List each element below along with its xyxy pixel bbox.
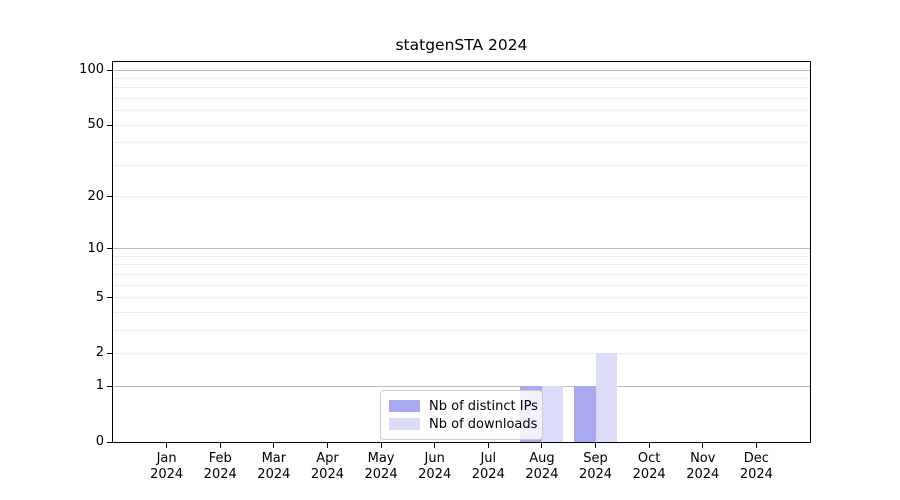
y-tick-label: 10 [87,240,104,256]
minor-gridline [113,255,810,257]
legend-item: Nb of distinct IPs [389,397,538,415]
x-tick-label: Dec 2024 [724,451,788,483]
y-tick-label: 50 [87,117,104,133]
minor-gridline [113,329,810,331]
x-tick-month: Jan [156,451,177,466]
x-tick-label: Jan 2024 [135,451,199,483]
y-tick [107,196,112,198]
x-tick-year: 2024 [632,467,666,482]
y-tick [107,69,112,71]
x-tick-label: Jun 2024 [403,451,467,483]
x-tick-month: Mar [261,451,287,466]
minor-gridline [113,164,810,166]
y-tick-label: 100 [79,62,104,78]
legend-item: Nb of downloads [389,415,538,433]
y-tick [107,248,112,250]
x-tick-month: Nov [690,451,716,466]
x-tick [702,442,704,448]
x-tick-year: 2024 [418,467,452,482]
x-tick-year: 2024 [150,467,184,482]
x-tick-label: Nov 2024 [671,451,735,483]
bar-sep-series0 [574,386,596,442]
major-gridline [113,69,810,71]
y-tick-label: 5 [95,289,104,305]
x-tick-label: Jul 2024 [456,451,520,483]
y-tick [107,385,112,387]
plot-area: Nb of distinct IPs Nb of downloads [112,61,811,443]
y-tick-label: 2 [95,345,104,361]
x-tick-label: Mar 2024 [242,451,306,483]
y-tick-label: 20 [87,188,104,204]
x-tick-month: Aug [529,451,555,466]
x-tick-year: 2024 [310,467,344,482]
x-tick-year: 2024 [203,467,237,482]
minor-gridline [113,196,810,198]
x-tick-month: Dec [743,451,769,466]
y-tick [107,441,112,443]
x-tick-year: 2024 [578,467,613,482]
x-tick-label: Apr 2024 [295,451,359,483]
legend-swatch-downloads [389,418,420,430]
minor-gridline [113,284,810,286]
y-tick-label: 1 [95,378,104,394]
major-gridline [113,248,810,250]
minor-gridline [113,124,810,126]
y-tick [107,124,112,126]
minor-gridline [113,352,810,354]
x-tick [380,442,382,448]
x-tick-label: Aug 2024 [510,451,574,483]
x-tick-month: Feb [208,451,232,466]
y-tick-label: 0 [95,434,104,449]
x-tick [595,442,597,448]
x-tick-label: Oct 2024 [617,451,681,483]
minor-gridline [113,142,810,144]
y-tick [107,297,112,299]
x-tick [755,442,757,448]
minor-gridline [113,110,810,112]
x-tick-year: 2024 [364,467,398,482]
x-tick-year: 2024 [471,467,505,482]
x-tick [219,442,221,448]
chart-title: statgenSTA 2024 [395,36,528,54]
x-tick-label: Feb 2024 [188,451,252,483]
x-tick [487,442,489,448]
x-tick-month: Jul [480,451,497,466]
x-tick-label: May 2024 [349,451,413,483]
legend: Nb of distinct IPs Nb of downloads [380,390,543,440]
legend-label-downloads: Nb of downloads [429,416,538,432]
bar-sep-series1 [595,353,618,442]
y-tick [107,352,112,354]
x-tick [273,442,275,448]
legend-swatch-distinct-ips [389,400,420,412]
legend-label-distinct-ips: Nb of distinct IPs [429,398,538,414]
x-tick [326,442,328,448]
minor-gridline [113,273,810,275]
x-tick-month: Sep [583,451,608,466]
x-tick-year: 2024 [739,467,773,482]
x-tick [166,442,168,448]
x-tick-year: 2024 [257,467,291,482]
minor-gridline [113,97,810,99]
x-tick-month: Jun [424,451,445,466]
x-tick-label: Sep 2024 [564,451,628,483]
major-gridline [113,385,810,387]
x-tick-year: 2024 [686,467,720,482]
minor-gridline [113,264,810,266]
minor-gridline [113,77,810,79]
minor-gridline [113,311,810,313]
x-tick [434,442,436,448]
bar-aug-series1 [541,386,564,442]
x-tick [541,442,543,448]
minor-gridline [113,87,810,89]
x-tick-month: Apr [316,451,339,466]
x-tick [648,442,650,448]
x-tick-year: 2024 [525,467,559,482]
minor-gridline [113,297,810,299]
x-tick-month: May [367,451,395,466]
x-tick-month: Oct [637,451,661,466]
